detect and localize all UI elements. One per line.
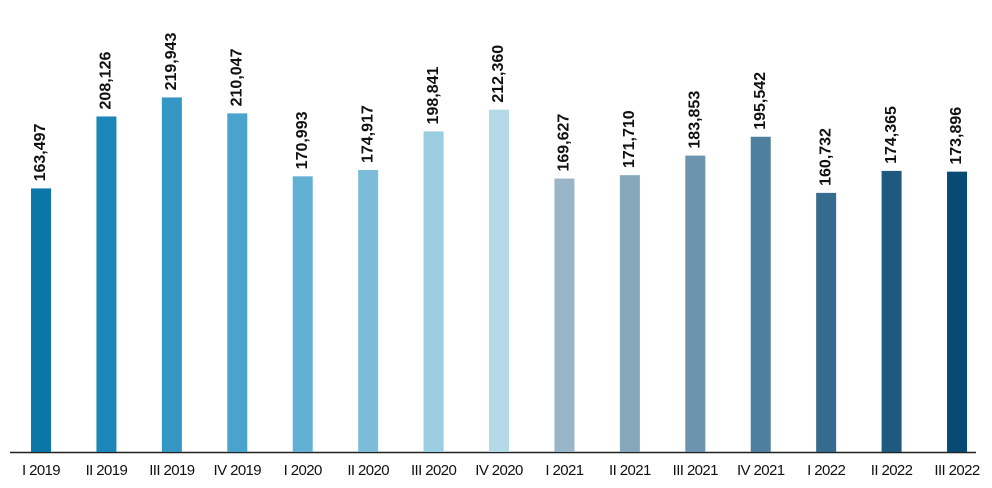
bar bbox=[685, 155, 706, 452]
bar bbox=[947, 171, 968, 453]
value-label: 208,126 bbox=[98, 52, 115, 110]
x-tick-label: IV 2021 bbox=[737, 462, 785, 479]
x-tick-label: III 2022 bbox=[934, 462, 979, 479]
x-tick-label: II 2019 bbox=[86, 462, 128, 479]
value-label: 212,360 bbox=[490, 45, 507, 103]
x-tick-label: II 2022 bbox=[871, 462, 913, 479]
x-tick-label: IV 2020 bbox=[475, 462, 523, 479]
value-label: 163,497 bbox=[32, 123, 49, 181]
value-label: 173,896 bbox=[948, 107, 965, 165]
x-tick-label: I 2019 bbox=[22, 462, 60, 479]
value-label: 174,917 bbox=[359, 105, 376, 163]
value-label: 219,943 bbox=[163, 32, 180, 90]
value-label: 198,841 bbox=[425, 67, 442, 125]
bar bbox=[358, 170, 379, 453]
bar bbox=[489, 109, 510, 453]
value-label: 170,993 bbox=[294, 111, 311, 169]
value-label: 210,047 bbox=[229, 48, 246, 106]
value-label: 171,710 bbox=[621, 110, 638, 168]
bar bbox=[619, 175, 640, 452]
x-tick-label: III 2019 bbox=[149, 462, 194, 479]
x-tick-label: I 2022 bbox=[807, 462, 845, 479]
value-label: 169,627 bbox=[556, 114, 573, 172]
value-label: 183,853 bbox=[687, 91, 704, 149]
bar bbox=[96, 116, 117, 452]
x-tick-label: III 2020 bbox=[411, 462, 456, 479]
value-label: 195,542 bbox=[752, 72, 769, 130]
bar bbox=[31, 188, 51, 452]
bar bbox=[554, 178, 575, 452]
x-tick-label: II 2021 bbox=[609, 462, 651, 479]
bar bbox=[881, 170, 902, 452]
bar bbox=[423, 131, 444, 453]
x-tick-label: I 2020 bbox=[284, 462, 322, 479]
value-label: 160,732 bbox=[817, 128, 834, 186]
bar bbox=[750, 136, 771, 452]
bar bbox=[227, 113, 248, 452]
x-tick-label: III 2021 bbox=[673, 462, 718, 479]
x-tick-label: IV 2019 bbox=[214, 462, 262, 479]
x-tick-label: II 2020 bbox=[347, 462, 389, 479]
value-label: 174,365 bbox=[883, 106, 900, 164]
x-tick-label: I 2021 bbox=[545, 462, 583, 479]
bar bbox=[816, 192, 837, 452]
bar bbox=[161, 97, 182, 452]
bar bbox=[292, 176, 313, 453]
